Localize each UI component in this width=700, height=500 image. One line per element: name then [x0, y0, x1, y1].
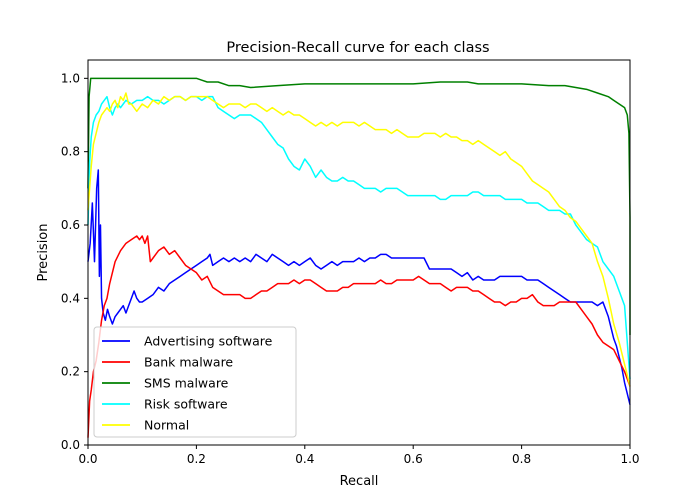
legend: Advertising software Bank malware SMS malw… — [93, 326, 297, 438]
x-tick-label: 0.4 — [295, 452, 314, 466]
legend-label: SMS malware — [144, 376, 229, 391]
y-tick-label: 1.0 — [61, 71, 80, 85]
y-tick-label: 0.0 — [61, 438, 80, 452]
legend-label: Advertising software — [144, 334, 273, 349]
chart-title: Precision-Recall curve for each class — [226, 40, 489, 56]
legend-items: Advertising software Bank malware SMS malw… — [102, 334, 273, 433]
plot-frame — [87, 59, 631, 446]
series-line-bank-malware — [87, 235, 631, 438]
x-tick-label: 1.0 — [620, 452, 639, 466]
y-tick-label: 0.4 — [61, 291, 80, 305]
legend-label: Normal — [144, 418, 189, 433]
axes-layer: 0.0 0.2 0.4 0.6 0.8 1.0 0.0 0.2 0.4 0.6 0.8 1.0 — [61, 71, 640, 466]
y-axis-label: Precision — [36, 223, 51, 281]
x-axis-label: Recall — [340, 474, 379, 489]
series-layer — [87, 77, 631, 438]
legend-label: Bank malware — [144, 355, 233, 370]
y-tick-label: 0.8 — [61, 145, 80, 159]
series-line-advertising-software — [87, 169, 631, 405]
x-tick-label: 0.6 — [404, 452, 423, 466]
y-tick-label: 0.2 — [61, 365, 80, 379]
y-tick-label: 0.6 — [61, 218, 80, 232]
series-line-risk-software — [87, 95, 631, 380]
plot-area: 0.0 0.2 0.4 0.6 0.8 1.0 0.0 0.2 0.4 0.6 0.8 1.0 — [61, 59, 640, 466]
legend-box — [93, 326, 297, 438]
x-tick-label: 0.2 — [187, 452, 206, 466]
series-line-sms-malware — [87, 77, 631, 335]
series-line-normal — [87, 92, 631, 387]
x-tick-label: 0.0 — [78, 452, 97, 466]
legend-label: Risk software — [144, 397, 228, 412]
x-tick-label: 0.8 — [512, 452, 531, 466]
